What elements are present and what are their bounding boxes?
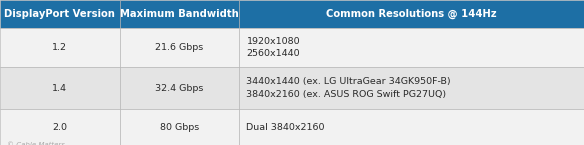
Text: 21.6 Gbps: 21.6 Gbps [155,43,204,52]
Bar [0,67,120,109]
Bar [0,0,120,28]
Text: Dual 3840x2160: Dual 3840x2160 [246,123,325,132]
Bar [120,0,239,28]
Text: Common Resolutions @ 144Hz: Common Resolutions @ 144Hz [326,9,497,19]
Text: © Cable Matters: © Cable Matters [7,142,65,145]
Text: 80 Gbps: 80 Gbps [160,123,199,132]
Text: 2.0: 2.0 [53,123,67,132]
Bar [239,28,584,67]
Bar [239,0,584,28]
Text: 1920x1080
2560x1440: 1920x1080 2560x1440 [246,37,300,58]
Bar [120,28,239,67]
Text: Maximum Bandwidth: Maximum Bandwidth [120,9,239,19]
Text: 1.4: 1.4 [53,84,67,93]
Bar [0,28,120,67]
Text: 32.4 Gbps: 32.4 Gbps [155,84,204,93]
Bar [120,67,239,109]
Bar [120,109,239,145]
Text: 3440x1440 (ex. LG UltraGear 34GK950F-B)
3840x2160 (ex. ASUS ROG Swift PG27UQ): 3440x1440 (ex. LG UltraGear 34GK950F-B) … [246,77,451,99]
Bar [239,67,584,109]
Bar [239,109,584,145]
Text: 1.2: 1.2 [53,43,67,52]
Text: DisplayPort Version: DisplayPort Version [5,9,115,19]
Bar [0,109,120,145]
